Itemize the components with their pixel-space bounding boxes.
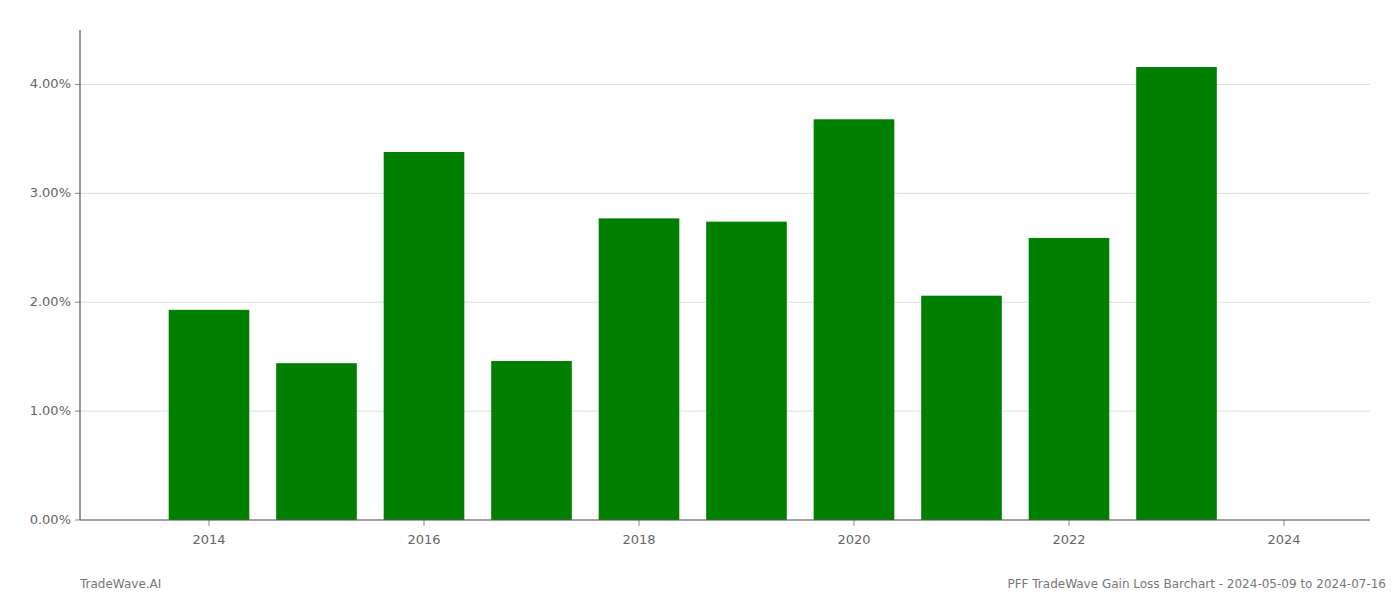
y-axis-line: [79, 30, 80, 520]
x-tick: [424, 520, 425, 526]
x-tick-label: 2022: [1052, 532, 1085, 547]
y-tick: [75, 411, 80, 412]
y-tick-label: 1.00%: [30, 403, 71, 418]
y-tick: [75, 193, 80, 194]
bar: [169, 310, 250, 520]
bar: [921, 296, 1002, 520]
y-axis: 0.00% 1.00% 2.00% 3.00% 4.00%: [30, 76, 80, 527]
x-tick: [639, 520, 640, 526]
watermark: TradeWave.AI: [79, 577, 161, 591]
bar: [384, 152, 465, 520]
chart-container: 0.00% 1.00% 2.00% 3.00% 4.00% 2014 2016 2018 202…: [0, 0, 1400, 600]
bar: [706, 222, 787, 520]
y-tick: [75, 84, 80, 85]
bar: [491, 361, 572, 520]
y-tick-label: 3.00%: [30, 185, 71, 200]
x-tick: [1284, 520, 1285, 526]
x-tick: [209, 520, 210, 526]
x-tick-label: 2020: [837, 532, 870, 547]
y-tick: [75, 302, 80, 303]
bar: [1029, 238, 1110, 520]
chart-svg: 0.00% 1.00% 2.00% 3.00% 4.00% 2014 2016 2018 202…: [0, 0, 1400, 600]
y-tick-label: 4.00%: [30, 76, 71, 91]
y-tick-label: 2.00%: [30, 294, 71, 309]
x-tick: [854, 520, 855, 526]
bar: [276, 363, 357, 520]
grid-line: [80, 520, 1370, 521]
title: PFF TradeWave Gain Loss Barchart - 2024-…: [1007, 577, 1386, 591]
bar: [1136, 67, 1217, 520]
x-axis: 2014 2016 2018 2020 2022 2024: [192, 520, 1300, 547]
y-tick: [75, 520, 80, 521]
x-tick-label: 2016: [407, 532, 440, 547]
bars: [169, 67, 1217, 520]
x-axis-line: [80, 519, 1370, 520]
x-tick-label: 2024: [1267, 532, 1300, 547]
bar: [599, 218, 680, 520]
x-tick: [1069, 520, 1070, 526]
bar: [814, 119, 895, 520]
x-tick-label: 2014: [192, 532, 225, 547]
y-tick-label: 0.00%: [30, 512, 71, 527]
x-tick-label: 2018: [622, 532, 655, 547]
